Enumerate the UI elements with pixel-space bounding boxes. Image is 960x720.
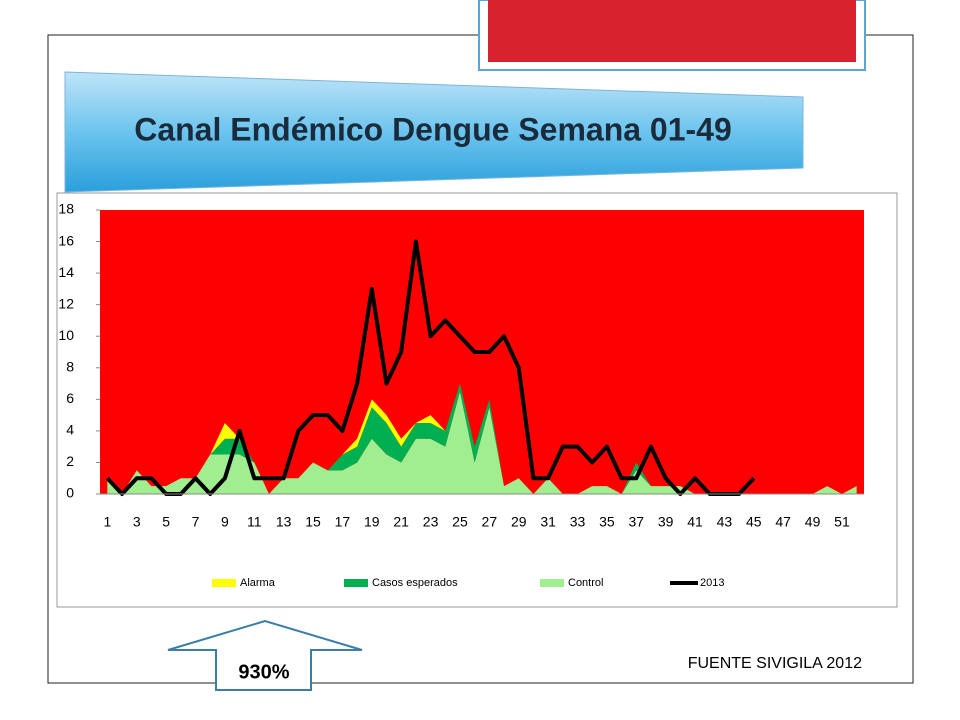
y-tick-label: 16 [58, 232, 74, 248]
y-tick-label: 8 [66, 358, 74, 374]
source-note: FUENTE SIVIGILA 2012 [688, 655, 862, 672]
x-tick-label: 43 [717, 514, 733, 530]
x-tick-label: 3 [133, 514, 141, 530]
y-tick-label: 2 [66, 453, 74, 469]
legend-label: Control [568, 577, 603, 589]
y-tick-label: 0 [66, 485, 74, 501]
legend-label: Casos esperados [372, 577, 458, 589]
legend-swatch [212, 579, 236, 587]
x-tick-label: 17 [335, 514, 351, 530]
x-tick-label: 31 [540, 514, 556, 530]
x-tick-label: 21 [393, 514, 409, 530]
x-tick-label: 13 [276, 514, 292, 530]
x-tick-label: 9 [221, 514, 229, 530]
legend-label: Alarma [240, 577, 276, 589]
legend-label: 2013 [700, 577, 724, 589]
x-tick-label: 15 [305, 514, 321, 530]
x-tick-label: 19 [364, 514, 380, 530]
y-tick-label: 10 [58, 327, 74, 343]
chart-title: Canal Endémico Dengue Semana 01-49 [134, 111, 732, 147]
x-tick-label: 25 [452, 514, 468, 530]
x-tick-label: 29 [511, 514, 527, 530]
x-tick-label: 35 [599, 514, 615, 530]
x-tick-label: 45 [746, 514, 762, 530]
area [107, 391, 857, 494]
line [105, 239, 756, 496]
arrow [167, 619, 363, 691]
title-banner [64, 71, 804, 193]
x-tick-label: 37 [628, 514, 644, 530]
legend-swatch [540, 579, 564, 587]
x-tick-label: 27 [482, 514, 498, 530]
y-tick-label: 14 [58, 264, 74, 280]
x-tick-label: 7 [192, 514, 200, 530]
x-tick-label: 33 [570, 514, 586, 530]
annotation: 930% [238, 661, 289, 683]
x-tick-label: 1 [103, 514, 111, 530]
top-red [488, 0, 856, 62]
legend-swatch [344, 579, 368, 587]
x-tick-label: 51 [834, 514, 850, 530]
x-tick-label: 11 [247, 514, 262, 530]
x-tick-label: 5 [162, 514, 170, 530]
y-tick-label: 18 [58, 201, 74, 217]
x-tick-label: 23 [423, 514, 439, 530]
x-tick-label: 39 [658, 514, 674, 530]
y-tick-label: 12 [58, 295, 74, 311]
x-tick-label: 41 [687, 514, 703, 530]
y-tick-label: 4 [66, 422, 74, 438]
x-tick-label: 47 [775, 514, 791, 530]
x-tick-label: 49 [805, 514, 821, 530]
y-tick-label: 6 [66, 390, 74, 406]
